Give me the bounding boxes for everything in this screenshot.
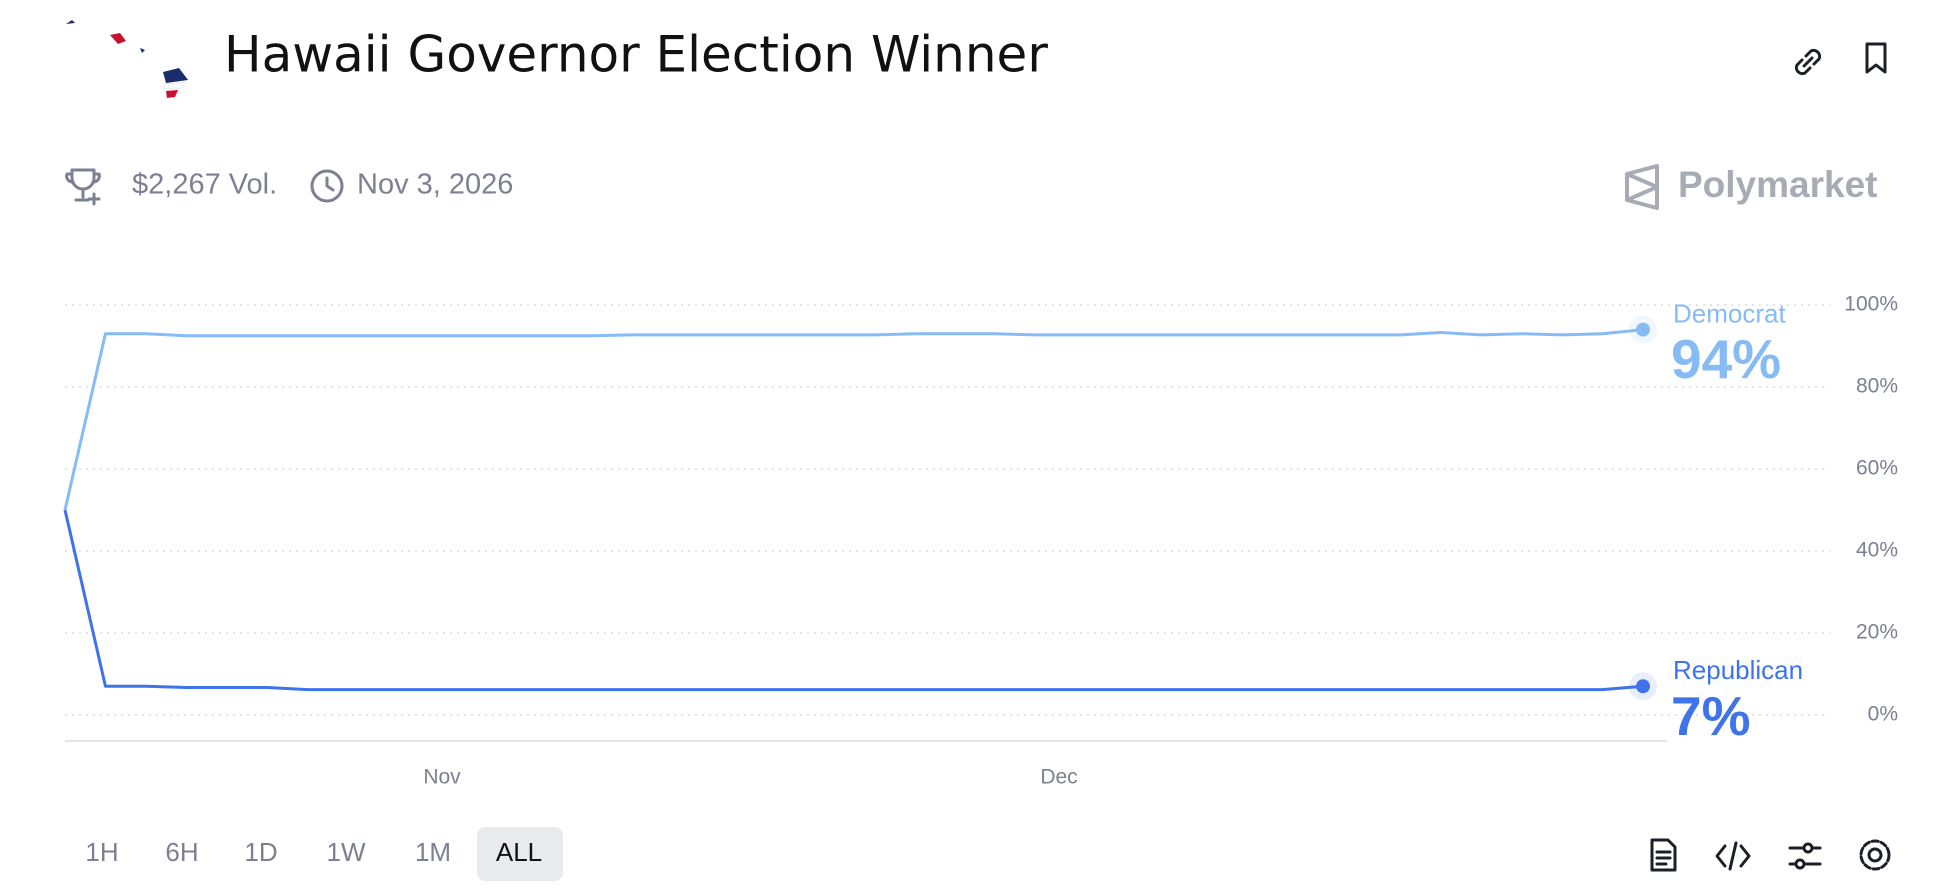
y-tick-label: 60% bbox=[1856, 457, 1898, 480]
time-range-button[interactable]: 1H bbox=[85, 837, 118, 867]
brand-logo bbox=[1625, 164, 1659, 210]
active-range-bg bbox=[477, 827, 563, 881]
brand: Polymarket bbox=[1678, 164, 1878, 205]
x-tick-label: Nov bbox=[423, 766, 461, 789]
y-tick-label: 80% bbox=[1856, 375, 1898, 398]
x-tick-label: Dec bbox=[1040, 766, 1077, 789]
y-tick-label: 20% bbox=[1856, 621, 1898, 644]
end-date: Nov 3, 2026 bbox=[357, 169, 513, 201]
settings-icon[interactable] bbox=[1859, 839, 1891, 871]
rules-icon[interactable] bbox=[1650, 838, 1677, 872]
time-range-button[interactable]: ALL bbox=[496, 837, 542, 867]
time-range-button[interactable]: 1W bbox=[327, 837, 366, 867]
bookmark[interactable] bbox=[1865, 42, 1887, 74]
y-tick-label: 0% bbox=[1868, 703, 1898, 726]
trophy-icon bbox=[65, 168, 101, 206]
copy-link[interactable] bbox=[1794, 48, 1822, 76]
series-name: Democrat bbox=[1673, 298, 1786, 328]
y-tick-label: 100% bbox=[1844, 293, 1898, 316]
market-icon bbox=[66, 20, 188, 98]
series-current: 94% bbox=[1671, 328, 1781, 390]
end-dot bbox=[1636, 679, 1650, 694]
series-line bbox=[63, 328, 1644, 511]
title: Hawaii Governor Election Winner bbox=[224, 26, 1048, 84]
filter-icon[interactable] bbox=[1788, 842, 1822, 870]
end-dot bbox=[1636, 322, 1650, 337]
series-current: 7% bbox=[1671, 685, 1751, 747]
time-range-button[interactable]: 6H bbox=[165, 837, 198, 867]
y-tick-label: 40% bbox=[1856, 539, 1898, 562]
volume: $2,267 Vol. bbox=[132, 169, 277, 201]
series-name: Republican bbox=[1673, 655, 1803, 685]
embed-icon[interactable] bbox=[1715, 841, 1751, 871]
time-range-button[interactable]: 1M bbox=[415, 837, 451, 867]
time-range-button[interactable]: 1D bbox=[244, 837, 277, 867]
series-line bbox=[63, 509, 1644, 692]
clock-icon bbox=[310, 169, 344, 203]
